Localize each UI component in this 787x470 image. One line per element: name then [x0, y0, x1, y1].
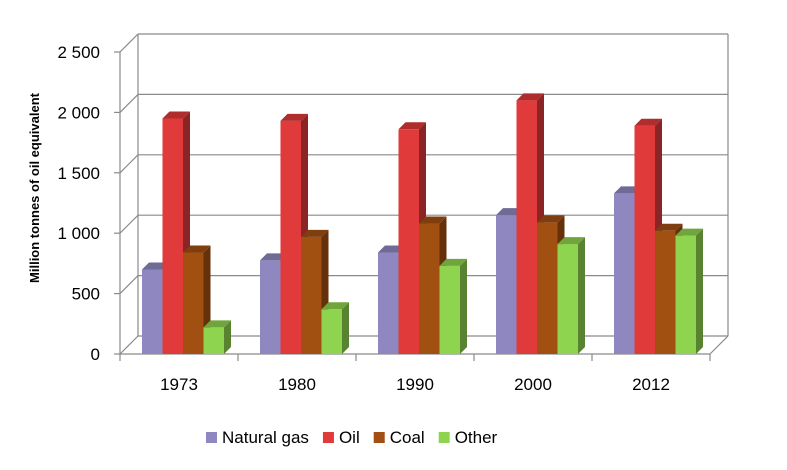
gridline-side	[119, 335, 139, 355]
bar-front	[439, 265, 460, 354]
bar-side	[460, 258, 467, 354]
x-tick-label: 2012	[632, 375, 670, 394]
bar-top	[398, 122, 426, 130]
bar-front	[557, 244, 578, 354]
bar-front	[183, 252, 204, 354]
legend-swatch	[206, 432, 217, 443]
bar-other	[203, 320, 231, 354]
bar-top	[321, 302, 349, 310]
bar-other	[321, 302, 349, 354]
x-tick-label: 1990	[396, 375, 434, 394]
legend-item: Natural gas	[206, 428, 309, 447]
bar-top	[162, 111, 190, 119]
x-tick-label: 2000	[514, 375, 552, 394]
bar-top	[183, 245, 211, 253]
bar-front	[321, 309, 342, 354]
legend-label: Other	[455, 428, 498, 447]
bar-front	[398, 129, 419, 354]
gridline-side	[119, 154, 139, 174]
x-tick-label: 1973	[160, 375, 198, 394]
gridline-side	[119, 214, 139, 234]
gridline-side	[119, 93, 139, 113]
bar-front	[280, 120, 301, 354]
y-tick-label: 2 500	[57, 43, 100, 62]
bar-top	[675, 228, 703, 236]
bar-other	[675, 228, 703, 354]
bar-front	[301, 236, 322, 354]
bar-front	[496, 215, 517, 354]
legend-item: Coal	[373, 428, 425, 447]
x-tick-label: 1980	[278, 375, 316, 394]
grid	[119, 33, 728, 355]
bar-top	[557, 237, 585, 245]
legend-label: Coal	[390, 428, 425, 447]
legend: Natural gas Oil Coal Other	[206, 428, 498, 447]
bar-top	[537, 215, 565, 223]
legend-item: Oil	[322, 428, 360, 447]
bar-top	[203, 320, 231, 328]
bar-front	[203, 327, 224, 354]
bar-front	[614, 193, 635, 354]
legend-item: Other	[438, 428, 498, 447]
bar-top	[655, 223, 683, 231]
bar-front	[142, 269, 163, 354]
bar-side	[224, 320, 231, 354]
bar-front	[516, 100, 537, 354]
bar-other	[557, 237, 585, 354]
legend-label: Oil	[339, 428, 360, 447]
bar-side	[342, 302, 349, 354]
gridline-side	[119, 33, 139, 53]
gridline-side	[119, 275, 139, 295]
y-tick-label: 500	[72, 285, 100, 304]
bar-front	[655, 230, 676, 354]
bar-top	[280, 113, 308, 121]
y-tick-label: 2 000	[57, 103, 100, 122]
bar-front	[378, 252, 399, 354]
bar-side	[696, 228, 703, 354]
bar-top	[516, 93, 544, 101]
bar-top	[301, 229, 329, 237]
bars	[142, 93, 703, 354]
y-tick-label: 1 500	[57, 164, 100, 183]
legend-label: Natural gas	[222, 428, 309, 447]
y-tick-label: 1 000	[57, 224, 100, 243]
bar-front	[260, 260, 281, 354]
bar-top	[439, 258, 467, 266]
bar-top	[634, 118, 662, 126]
legend-swatch	[373, 432, 385, 443]
bar-front	[419, 223, 440, 354]
bar-other	[439, 258, 467, 354]
bar-front	[537, 222, 558, 354]
legend-swatch	[438, 432, 450, 443]
y-axis-label: Million tonnes of oil equivalent	[27, 92, 42, 283]
legend-swatch	[322, 432, 334, 443]
bar-side	[578, 237, 585, 354]
tick-labels: 0 500 1 000 1 500 2 000 2 500 1973 1980 1990 2000…	[57, 43, 669, 394]
floor-right-edge	[709, 335, 729, 355]
bar-front	[675, 235, 696, 354]
bar-front	[162, 118, 183, 354]
bar-front	[634, 125, 655, 354]
bar-top	[419, 216, 447, 224]
y-tick-label: 0	[91, 345, 100, 364]
